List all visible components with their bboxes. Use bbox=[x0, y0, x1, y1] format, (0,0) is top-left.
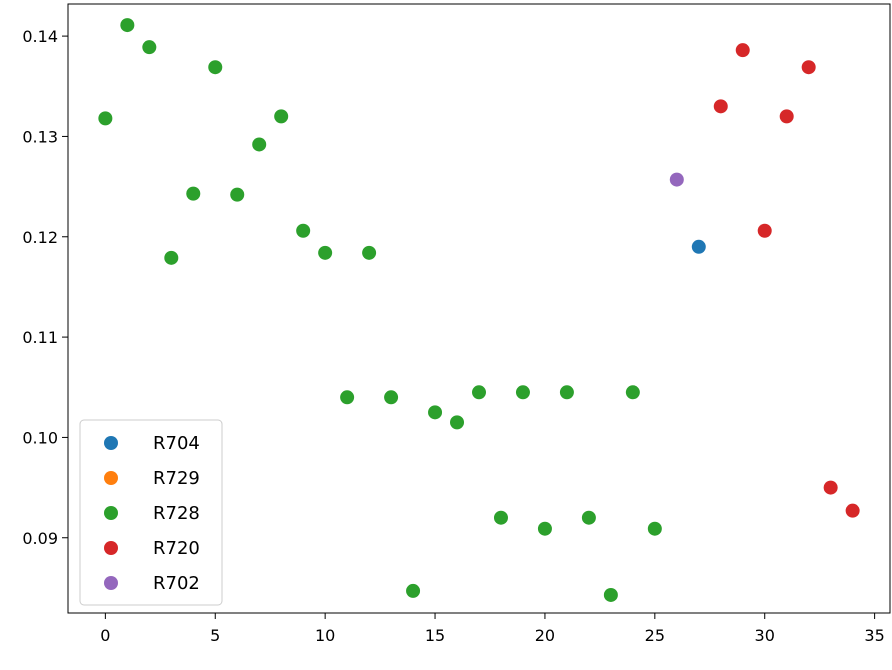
data-point-r728-9 bbox=[296, 223, 311, 238]
data-point-r728-13 bbox=[384, 390, 399, 405]
data-point-r728-15 bbox=[428, 405, 443, 420]
data-point-r728-17 bbox=[472, 385, 486, 400]
data-point-r728-19 bbox=[515, 385, 530, 400]
y-tick-label: 0.12 bbox=[22, 228, 58, 247]
data-point-r728-25 bbox=[647, 521, 662, 536]
data-point-r720-0 bbox=[713, 99, 728, 114]
legend-label-r702: R702 bbox=[153, 573, 200, 594]
y-tick-label: 0.13 bbox=[22, 127, 58, 146]
data-point-r728-20 bbox=[537, 521, 552, 536]
legend-label-r729: R729 bbox=[153, 468, 200, 489]
data-point-r728-5 bbox=[208, 60, 223, 75]
y-axis: 0.09 0.10 0.11 0.12 0.13 0.14 bbox=[22, 27, 68, 548]
data-point-r720-3 bbox=[779, 109, 794, 124]
data-point-r728-6 bbox=[230, 187, 245, 202]
legend-marker-r720 bbox=[104, 541, 118, 555]
data-point-r720-2 bbox=[757, 223, 772, 238]
legend-label-r720: R720 bbox=[153, 538, 200, 559]
legend-label-r728: R728 bbox=[153, 503, 200, 524]
x-axis: 0 5 10 15 20 25 30 35 bbox=[100, 613, 885, 645]
data-point-r728-2 bbox=[142, 40, 157, 55]
data-point-r728-7 bbox=[252, 137, 267, 152]
x-tick-label: 0 bbox=[100, 626, 110, 645]
x-tick-label: 20 bbox=[535, 626, 555, 645]
plot-frame bbox=[67, 3, 891, 614]
data-point-r720-6 bbox=[845, 503, 860, 518]
legend-marker-r702 bbox=[104, 576, 118, 590]
x-tick-label: 10 bbox=[315, 626, 335, 645]
data-point-r728-21 bbox=[559, 385, 574, 400]
data-point-r728-23 bbox=[603, 587, 618, 602]
data-point-r720-1 bbox=[735, 43, 750, 58]
x-tick-label: 15 bbox=[425, 626, 445, 645]
y-tick-label: 0.11 bbox=[22, 328, 58, 347]
legend-marker-r729 bbox=[104, 471, 118, 485]
x-tick-label: 5 bbox=[210, 626, 220, 645]
data-point-r728-18 bbox=[493, 510, 508, 525]
legend-marker-r704 bbox=[104, 436, 118, 450]
data-point-r728-1 bbox=[120, 18, 135, 33]
legend-label-r704: R704 bbox=[153, 433, 200, 454]
data-point-r728-12 bbox=[362, 245, 377, 260]
data-point-r702-0 bbox=[669, 172, 684, 187]
y-tick-label: 0.09 bbox=[22, 529, 58, 548]
data-point-r728-11 bbox=[340, 390, 355, 405]
legend: R704 R729 R728 R720 R702 bbox=[79, 419, 223, 606]
data-point-r728-0 bbox=[98, 111, 113, 126]
data-points bbox=[98, 18, 860, 602]
y-tick-label: 0.14 bbox=[22, 27, 58, 46]
data-point-r720-4 bbox=[801, 60, 816, 75]
data-point-r720-5 bbox=[823, 480, 838, 495]
data-point-r728-22 bbox=[581, 510, 596, 525]
data-point-r704-0 bbox=[691, 239, 706, 254]
data-point-r728-4 bbox=[186, 186, 201, 201]
x-tick-label: 25 bbox=[645, 626, 665, 645]
data-point-r728-8 bbox=[274, 109, 289, 124]
data-point-r728-3 bbox=[164, 250, 179, 265]
x-tick-label: 35 bbox=[864, 626, 884, 645]
data-point-r728-16 bbox=[450, 415, 465, 430]
legend-box bbox=[79, 419, 223, 606]
data-point-r728-14 bbox=[406, 583, 421, 598]
data-point-r728-24 bbox=[625, 385, 640, 400]
data-point-r728-10 bbox=[318, 245, 333, 260]
y-tick-label: 0.10 bbox=[22, 428, 58, 447]
x-tick-label: 30 bbox=[755, 626, 775, 645]
legend-marker-r728 bbox=[104, 506, 118, 520]
